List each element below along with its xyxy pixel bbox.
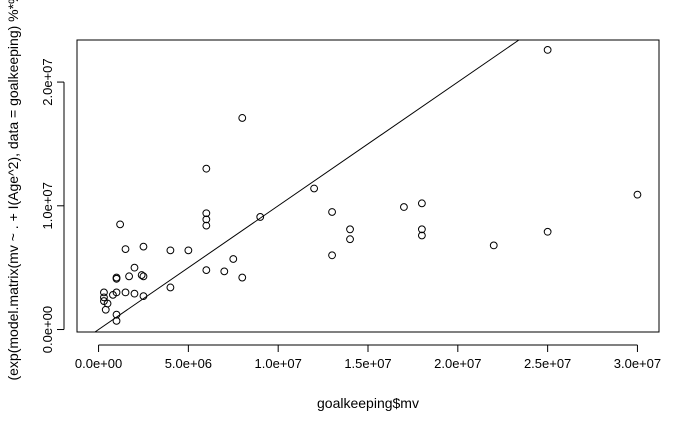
data-point [202,266,211,275]
data-point [220,267,229,276]
data-point [256,213,265,221]
data-point [543,227,552,236]
data-point [121,245,130,254]
x-axis: 0.0e+00 5.0e+06 1.0e+07 1.5e+07 2.0e+07 2.5e+… [75,344,661,371]
data-point [100,288,108,297]
data-point [121,288,130,297]
data-point [139,272,148,281]
data-point [116,220,125,229]
x-axis-title: goalkeeping$mv [317,395,419,411]
x-tick-label: 3.0e+07 [614,356,661,371]
data-point [328,208,336,216]
y-tick-label: 0.0e+00 [40,306,55,353]
data-point [543,45,552,54]
data-point [125,272,133,281]
data-point [238,273,247,282]
data-point [112,288,121,297]
data-point [103,299,112,308]
y-tick-label: 2.0e+07 [40,58,55,105]
x-tick-label: 1.5e+07 [344,356,391,371]
reference-line [94,39,520,333]
data-point [633,190,642,199]
x-tick-label: 2.0e+07 [434,356,481,371]
data-point [202,209,211,218]
data-point [100,293,108,302]
data-point [184,246,193,255]
data-point [112,274,121,283]
data-point [238,114,247,122]
data-point [166,283,175,292]
data-point [130,263,139,272]
data-point [417,225,426,234]
data-point [202,221,211,230]
data-point [130,289,139,298]
data-point [400,203,408,211]
plot-frame [76,39,660,333]
x-tick-label: 1.0e+07 [255,356,302,371]
x-tick-label: 5.0e+06 [165,356,212,371]
data-point [328,251,336,260]
y-tick-label: 1.0e+07 [40,182,55,229]
data-point [229,255,238,263]
data-point [310,184,319,193]
data-point [346,235,354,244]
data-point [166,246,175,255]
data-point [417,199,426,208]
y-axis: 0.0e+00 1.0e+07 2.0e+07 [40,58,65,353]
x-tick-label: 2.5e+07 [524,356,571,371]
data-point [346,225,354,234]
data-point [417,231,426,240]
data-point [202,164,211,173]
data-points [100,45,642,325]
data-point [137,271,146,279]
y-axis-title: (exp(model.matrix(mv ~ . + I(Age^2), dat… [5,0,21,381]
data-point [489,241,498,250]
x-tick-label: 0.0e+00 [75,356,122,371]
data-point [202,215,211,224]
data-point [139,242,148,251]
